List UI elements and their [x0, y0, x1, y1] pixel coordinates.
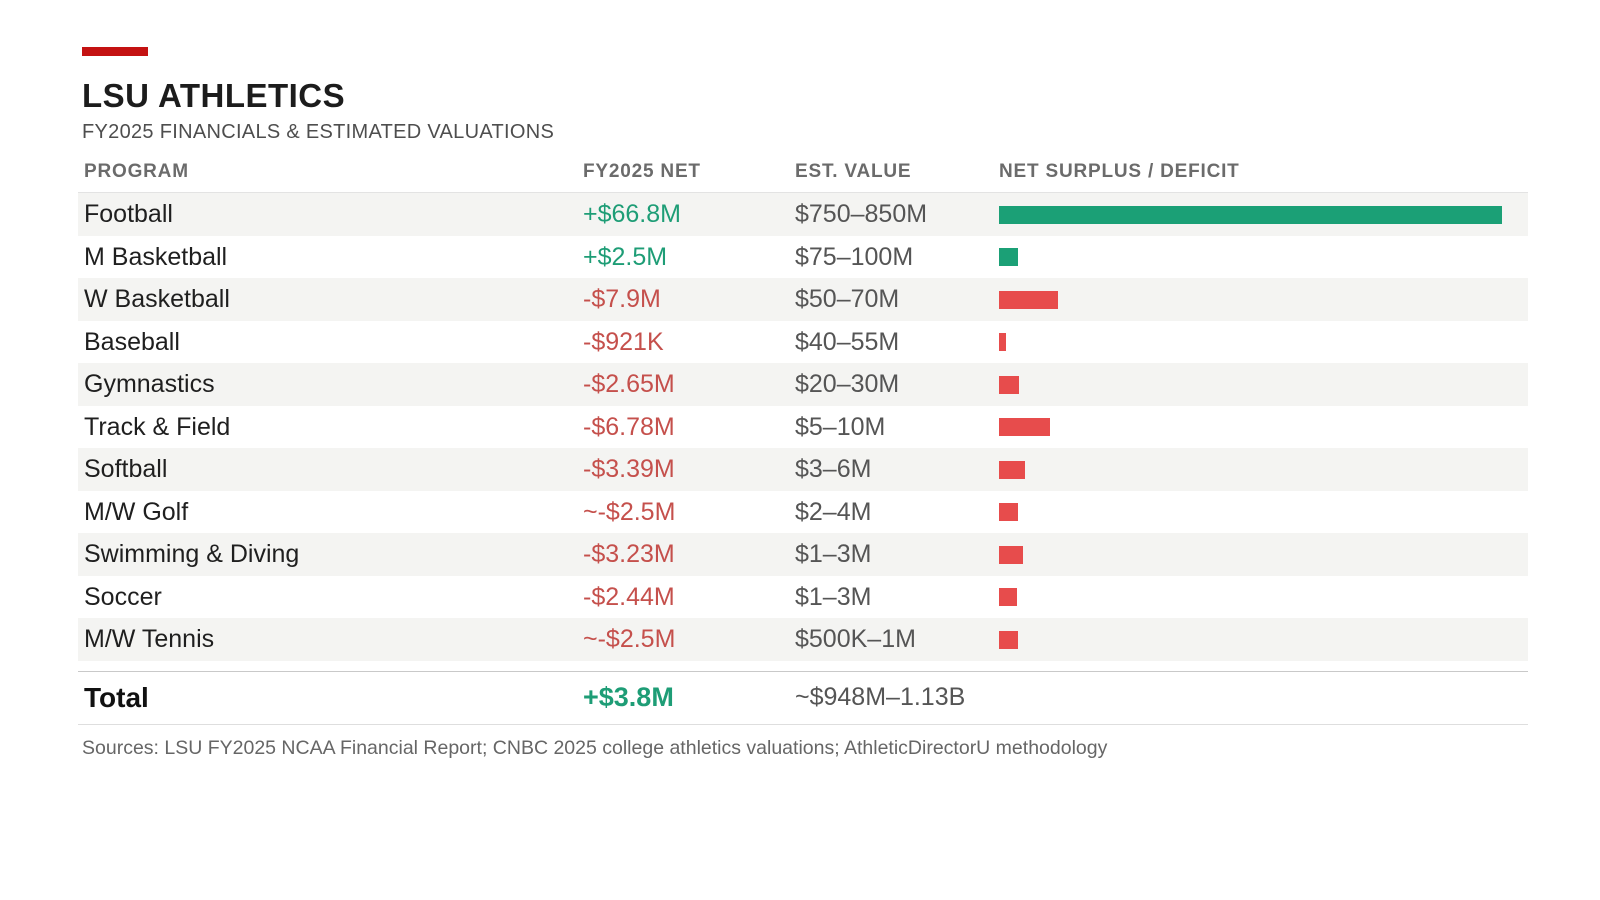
est-value: $750–850M	[795, 200, 928, 229]
deficit-bar	[999, 418, 1051, 437]
surplus-deficit-bar-cell	[999, 630, 1528, 649]
table-row: Football +$66.8M $750–850M	[78, 193, 1528, 236]
total-row: Total +$3.8M ~$948M–1.13B	[78, 670, 1528, 725]
accent-bar	[82, 47, 148, 56]
fy2025-net-value: +$66.8M	[583, 200, 681, 229]
table-row: M Basketball +$2.5M $75–100M	[78, 236, 1528, 279]
surplus-bar	[999, 248, 1018, 267]
program-name: Baseball	[84, 327, 180, 356]
surplus-deficit-bar-cell	[999, 248, 1528, 267]
table-body: Football +$66.8M $750–850M M Basketball +$2.…	[78, 193, 1528, 661]
fy2025-net-value: +$2.5M	[583, 242, 668, 271]
surplus-deficit-bar-cell	[999, 460, 1528, 479]
table-row: Baseball -$921K $40–55M	[78, 321, 1528, 364]
est-value: $5–10M	[795, 412, 886, 441]
total-est-value: ~$948M–1.13B	[795, 683, 966, 712]
table-row: Softball -$3.39M $3–6M	[78, 448, 1528, 491]
sources-note: Sources: LSU FY2025 NCAA Financial Repor…	[82, 736, 1108, 759]
est-value: $1–3M	[795, 540, 872, 569]
program-name: Swimming & Diving	[84, 540, 300, 569]
surplus-bar	[999, 205, 1502, 224]
fy2025-net-value: -$2.65M	[583, 370, 675, 399]
table-header-row: PROGRAM FY2025 NET EST. VALUE NET SURPLU…	[78, 161, 1528, 194]
program-name: Gymnastics	[84, 370, 215, 399]
page-subtitle: FY2025 FINANCIALS & ESTIMATED VALUATIONS	[82, 121, 555, 144]
fy2025-net-value: -$921K	[583, 327, 664, 356]
surplus-deficit-bar-cell	[999, 503, 1528, 522]
deficit-bar	[999, 545, 1024, 564]
surplus-deficit-bar-cell	[999, 333, 1528, 352]
program-name: M/W Tennis	[84, 625, 215, 654]
program-name: Soccer	[84, 582, 162, 611]
program-name: M/W Golf	[84, 497, 189, 526]
table-row: Gymnastics -$2.65M $20–30M	[78, 363, 1528, 406]
deficit-bar	[999, 290, 1059, 309]
fy2025-net-value: -$3.23M	[583, 540, 675, 569]
program-name: M Basketball	[84, 242, 228, 271]
est-value: $40–55M	[795, 327, 900, 356]
est-value: $2–4M	[795, 497, 872, 526]
table-row: Soccer -$2.44M $1–3M	[78, 576, 1528, 619]
total-net-value: +$3.8M	[583, 682, 674, 713]
page-title: LSU ATHLETICS	[82, 77, 346, 114]
surplus-deficit-bar-cell	[999, 545, 1528, 564]
program-name: Football	[84, 200, 173, 229]
surplus-deficit-bar-cell	[999, 205, 1528, 224]
program-name: Softball	[84, 455, 168, 484]
deficit-bar	[999, 503, 1018, 522]
fy2025-net-value: ~-$2.5M	[583, 625, 676, 654]
program-name: Track & Field	[84, 412, 231, 441]
fy2025-net-value: ~-$2.5M	[583, 497, 676, 526]
column-header-fy2025-net: FY2025 NET	[583, 161, 701, 183]
est-value: $1–3M	[795, 582, 872, 611]
fy2025-net-value: -$2.44M	[583, 582, 675, 611]
financials-table: PROGRAM FY2025 NET EST. VALUE NET SURPLU…	[78, 161, 1528, 760]
est-value: $20–30M	[795, 370, 900, 399]
deficit-bar	[999, 460, 1025, 479]
table-row: M/W Golf ~-$2.5M $2–4M	[78, 491, 1528, 534]
surplus-deficit-bar-cell	[999, 418, 1528, 437]
table-row: W Basketball -$7.9M $50–70M	[78, 278, 1528, 321]
deficit-bar	[999, 375, 1019, 394]
fy2025-net-value: -$7.9M	[583, 285, 661, 314]
column-header-est-value: EST. VALUE	[795, 161, 912, 183]
deficit-bar	[999, 333, 1006, 352]
surplus-deficit-bar-cell	[999, 375, 1528, 394]
table-row: Swimming & Diving -$3.23M $1–3M	[78, 533, 1528, 576]
deficit-bar	[999, 588, 1018, 607]
est-value: $50–70M	[795, 285, 900, 314]
surplus-deficit-bar-cell	[999, 290, 1528, 309]
est-value: $75–100M	[795, 242, 914, 271]
fy2025-net-value: -$3.39M	[583, 455, 675, 484]
total-label: Total	[84, 681, 149, 713]
content-area: LSU ATHLETICS FY2025 FINANCIALS & ESTIMA…	[78, 47, 1528, 760]
surplus-deficit-bar-cell	[999, 588, 1528, 607]
table-row: Track & Field -$6.78M $5–10M	[78, 406, 1528, 449]
deficit-bar	[999, 630, 1018, 649]
est-value: $3–6M	[795, 455, 872, 484]
table-row: M/W Tennis ~-$2.5M $500K–1M	[78, 618, 1528, 661]
program-name: W Basketball	[84, 285, 230, 314]
column-header-program: PROGRAM	[84, 161, 189, 183]
fy2025-net-value: -$6.78M	[583, 412, 675, 441]
est-value: $500K–1M	[795, 625, 916, 654]
column-header-net-surplus-deficit: NET SURPLUS / DEFICIT	[999, 161, 1240, 183]
